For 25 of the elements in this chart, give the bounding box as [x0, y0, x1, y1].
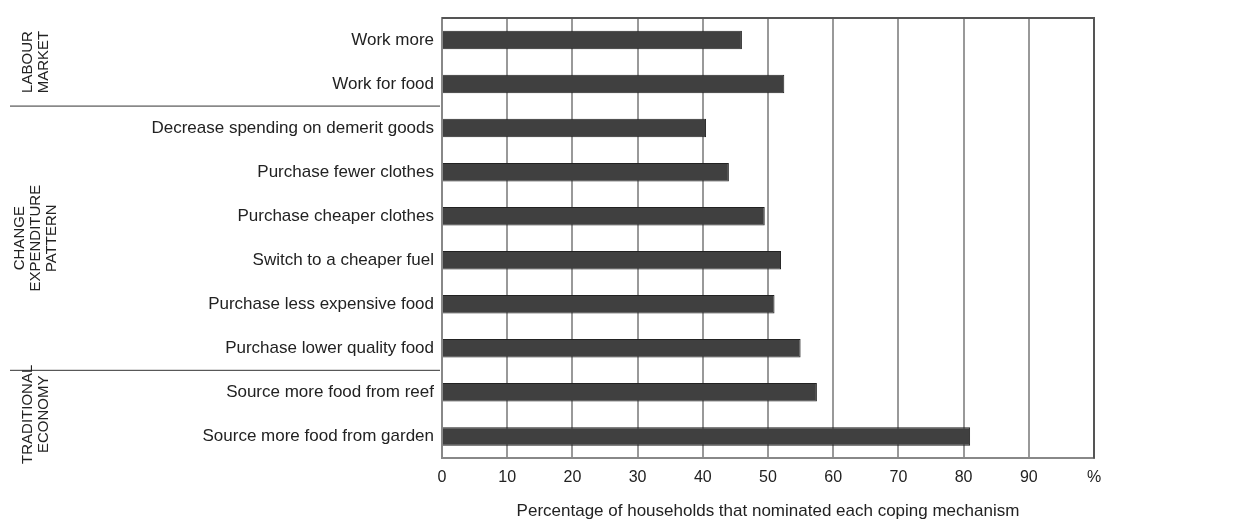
y-tick-label: Work for food [332, 73, 434, 93]
text: CHANGE EXPENDITURE PATTERN [10, 184, 60, 292]
x-tick-label: 70 [889, 468, 908, 486]
x-tick-label: 0 [437, 468, 447, 486]
y-tick-label: Purchase cheaper clothes [237, 205, 434, 225]
y-tick-label: Switch to a cheaper fuel [252, 249, 434, 269]
y-tick-label: Purchase fewer clothes [257, 161, 434, 181]
text: TRADITIONAL ECONOMY [18, 364, 52, 464]
x-axis-title: Percentage of households that nominated each coping mechanism [516, 501, 1020, 521]
x-tick-label: 60 [824, 468, 843, 486]
y-tick-label: Purchase less expensive food [208, 293, 434, 313]
y-tick-label: Work more [351, 29, 434, 49]
x-tick-label: 50 [759, 468, 777, 486]
text: LABOUR MARKET [18, 30, 52, 94]
x-tick-label: 90 [1019, 468, 1038, 486]
x-tick-label: 40 [693, 468, 712, 486]
y-tick-label: Decrease spending on demerit goods [151, 117, 434, 137]
y-tick-label: Source more food from garden [202, 426, 434, 446]
x-tick-label: 10 [498, 468, 517, 486]
y-tick-label: Purchase lower quality food [225, 337, 434, 357]
x-tick-label: 30 [628, 468, 647, 486]
x-tick-label: 80 [954, 468, 973, 486]
y-tick-label: Source more food from reef [226, 382, 435, 402]
x-tick-label: 20 [563, 468, 582, 486]
x-tick-label: % [1086, 468, 1102, 486]
